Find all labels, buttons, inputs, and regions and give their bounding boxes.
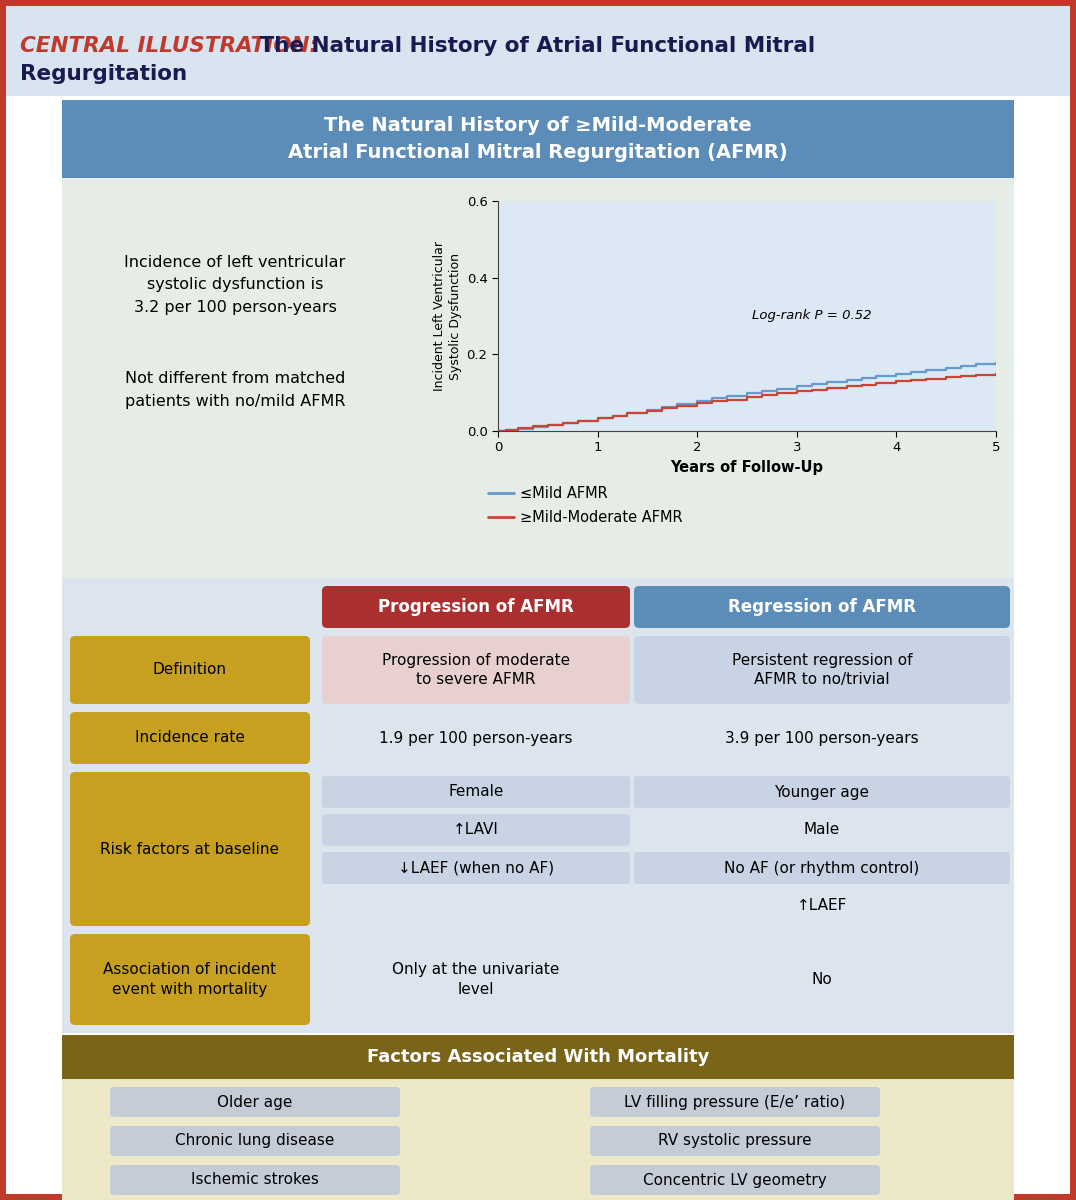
Text: The Natural History of ≥Mild-Moderate
Atrial Functional Mitral Regurgitation (AF: The Natural History of ≥Mild-Moderate At… [288, 116, 788, 162]
Bar [62, 578, 1014, 1033]
Bar [62, 100, 1014, 178]
Text: No AF (or rhythm control): No AF (or rhythm control) [724, 860, 920, 876]
Text: Regurgitation: Regurgitation [20, 64, 187, 84]
Text: Association of incident
event with mortality: Association of incident event with morta… [103, 962, 277, 997]
Text: Risk factors at baseline: Risk factors at baseline [100, 841, 280, 857]
Text: Only at the univariate
level: Only at the univariate level [393, 962, 560, 997]
FancyBboxPatch shape [322, 586, 631, 628]
Text: Ischemic strokes: Ischemic strokes [192, 1172, 318, 1188]
Text: 1.9 per 100 person-years: 1.9 per 100 person-years [379, 731, 572, 745]
Bar [62, 178, 1014, 578]
Text: Factors Associated With Mortality: Factors Associated With Mortality [367, 1048, 709, 1066]
Bar [62, 1034, 1014, 1079]
Text: Younger age: Younger age [775, 785, 869, 799]
Text: Concentric LV geometry: Concentric LV geometry [643, 1172, 826, 1188]
Text: CENTRAL ILLUSTRATION:: CENTRAL ILLUSTRATION: [20, 36, 318, 56]
FancyBboxPatch shape [110, 1087, 400, 1117]
Y-axis label: Incident Left Ventricular
Systolic Dysfunction: Incident Left Ventricular Systolic Dysfu… [434, 241, 463, 391]
Bar [6, 6, 1070, 96]
X-axis label: Years of Follow-Up: Years of Follow-Up [670, 460, 823, 475]
FancyBboxPatch shape [110, 1126, 400, 1156]
Text: The Natural History of Atrial Functional Mitral: The Natural History of Atrial Functional… [252, 36, 816, 56]
FancyBboxPatch shape [634, 776, 1010, 808]
FancyBboxPatch shape [70, 934, 310, 1025]
Text: Regression of AFMR: Regression of AFMR [728, 598, 916, 616]
FancyBboxPatch shape [634, 852, 1010, 884]
Text: ≤Mild AFMR: ≤Mild AFMR [520, 486, 608, 500]
FancyBboxPatch shape [634, 636, 1010, 704]
Text: Incidence of left ventricular
systolic dysfunction is
3.2 per 100 person-years: Incidence of left ventricular systolic d… [125, 256, 345, 314]
Text: ↑LAVI: ↑LAVI [453, 822, 499, 838]
Text: Male: Male [804, 822, 840, 838]
FancyBboxPatch shape [70, 772, 310, 926]
Text: Progression of AFMR: Progression of AFMR [378, 598, 574, 616]
Text: Older age: Older age [217, 1094, 293, 1110]
FancyBboxPatch shape [590, 1087, 880, 1117]
Text: ≥Mild-Moderate AFMR: ≥Mild-Moderate AFMR [520, 510, 682, 524]
Text: Persistent regression of
AFMR to no/trivial: Persistent regression of AFMR to no/triv… [732, 653, 912, 688]
FancyBboxPatch shape [70, 712, 310, 764]
Text: LV filling pressure (E/e’ ratio): LV filling pressure (E/e’ ratio) [624, 1094, 846, 1110]
Text: Incidence rate: Incidence rate [136, 731, 245, 745]
Text: Log-rank P = 0.52: Log-rank P = 0.52 [752, 310, 872, 323]
FancyBboxPatch shape [590, 1126, 880, 1156]
FancyBboxPatch shape [70, 636, 310, 704]
Text: RV systolic pressure: RV systolic pressure [659, 1134, 811, 1148]
Text: Progression of moderate
to severe AFMR: Progression of moderate to severe AFMR [382, 653, 570, 688]
FancyBboxPatch shape [322, 852, 631, 884]
Text: Female: Female [449, 785, 504, 799]
FancyBboxPatch shape [322, 636, 631, 704]
Bar [62, 1079, 1014, 1200]
Text: ↑LAEF: ↑LAEF [797, 899, 847, 913]
Text: 3.9 per 100 person-years: 3.9 per 100 person-years [725, 731, 919, 745]
Text: Chronic lung disease: Chronic lung disease [175, 1134, 335, 1148]
Text: Not different from matched
patients with no/mild AFMR: Not different from matched patients with… [125, 371, 345, 408]
Text: Definition: Definition [153, 662, 227, 678]
FancyBboxPatch shape [322, 814, 631, 846]
Text: No: No [811, 972, 833, 986]
FancyBboxPatch shape [322, 776, 631, 808]
Text: ↓LAEF (when no AF): ↓LAEF (when no AF) [398, 860, 554, 876]
FancyBboxPatch shape [110, 1165, 400, 1195]
FancyBboxPatch shape [634, 586, 1010, 628]
FancyBboxPatch shape [590, 1165, 880, 1195]
